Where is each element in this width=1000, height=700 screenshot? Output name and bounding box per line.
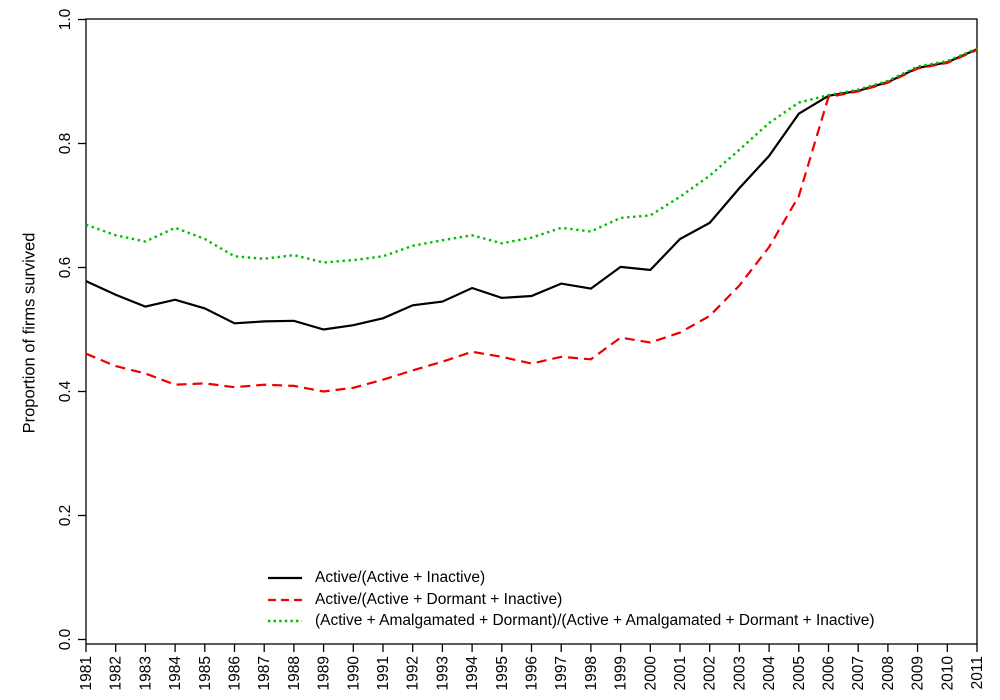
x-tick-label: 1994 [464, 656, 481, 691]
y-tick-label: 0.8 [57, 133, 74, 155]
x-tick-label: 1982 [108, 656, 125, 690]
legend-line-sample-dashed [268, 598, 302, 601]
legend-label: (Active + Amalgamated + Dormant)/(Active… [315, 612, 875, 630]
x-tick-label: 2004 [761, 656, 778, 691]
x-tick-label: 1991 [375, 656, 392, 690]
x-tick-label: 2006 [821, 656, 838, 690]
x-tick-label: 2010 [939, 656, 956, 691]
legend-item-active-inactive: Active/(Active + Inactive) [268, 567, 875, 589]
series-line-dashed [85, 48, 978, 393]
x-tick-label: 2002 [702, 656, 719, 690]
y-tick-label: 0.6 [57, 257, 74, 279]
x-tick-label: 2011 [969, 656, 986, 689]
x-tick-label: 1993 [434, 656, 451, 690]
y-tick-label: 0.0 [57, 628, 74, 650]
x-tick-label: 2008 [880, 656, 897, 690]
x-tick-label: 1985 [197, 656, 214, 690]
x-tick-label: 2003 [731, 656, 748, 690]
x-tick-label: 1999 [613, 656, 630, 690]
x-tick-label: 1981 [78, 656, 95, 690]
x-tick-label: 2005 [791, 656, 808, 690]
plot-box [85, 18, 978, 645]
x-tick-label: 1997 [553, 656, 570, 690]
y-tick-label: 1.0 [57, 8, 74, 30]
x-tick-label: 1988 [286, 656, 303, 690]
chart-legend: Active/(Active + Inactive) Active/(Activ… [268, 567, 875, 632]
x-tick-label: 1992 [405, 656, 422, 690]
x-tick-label: 1996 [524, 656, 541, 690]
x-tick-label: 1983 [137, 656, 154, 690]
x-tick-label: 1998 [583, 656, 600, 690]
legend-label: Active/(Active + Inactive) [315, 569, 486, 587]
x-tick-label: 1995 [494, 656, 511, 690]
series-line-solid [85, 48, 978, 331]
x-tick-label: 2001 [672, 656, 689, 690]
y-tick-label: 0.2 [57, 505, 74, 527]
legend-line-sample-solid [268, 576, 302, 579]
x-tick-label: 2009 [910, 656, 927, 690]
x-tick-label: 1986 [227, 656, 244, 690]
x-tick-label: 1984 [167, 656, 184, 691]
x-tick-label: 1989 [316, 656, 333, 690]
x-tick-label: 2000 [642, 656, 659, 691]
legend-item-active-dormant-inactive: Active/(Active + Dormant + Inactive) [268, 589, 875, 611]
legend-label: Active/(Active + Dormant + Inactive) [315, 590, 563, 608]
y-axis-title: Proportion of firms survived [20, 232, 39, 434]
x-tick-label: 1987 [256, 656, 273, 690]
y-tick-label: 0.4 [57, 380, 74, 402]
legend-line-sample-dotted [268, 620, 302, 623]
x-tick-label: 2007 [850, 656, 867, 690]
x-tick-label: 1990 [345, 656, 362, 691]
series-line-dotted [85, 47, 978, 264]
legend-item-amalgamated: (Active + Amalgamated + Dormant)/(Active… [268, 610, 875, 632]
